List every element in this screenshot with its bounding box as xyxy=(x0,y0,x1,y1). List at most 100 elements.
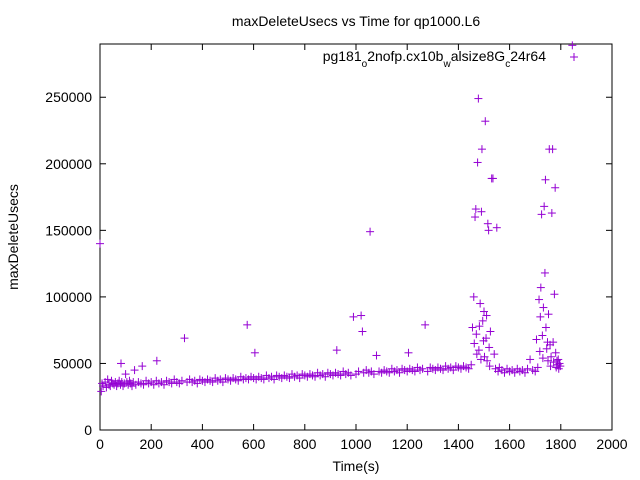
data-point xyxy=(544,310,553,319)
data-point xyxy=(469,292,478,301)
data-point xyxy=(492,223,501,232)
data-point xyxy=(346,371,355,380)
data-point xyxy=(471,213,480,222)
data-point xyxy=(554,355,563,364)
data-point xyxy=(533,363,542,372)
data-point xyxy=(421,320,430,329)
data-point xyxy=(483,219,492,228)
data-point xyxy=(535,295,544,304)
x-tick-label: 2000 xyxy=(596,436,627,452)
data-point xyxy=(547,209,556,218)
data-point xyxy=(485,362,494,371)
data-point xyxy=(128,382,136,391)
data-point xyxy=(177,376,186,385)
data-point xyxy=(551,183,560,192)
data-point xyxy=(404,348,413,357)
y-axis-ticks: 0 50000 100000 150000 200000 250000 xyxy=(45,89,612,438)
chart-title: maxDeleteUsecs vs Time for qp1000.L6 xyxy=(232,13,480,29)
data-point xyxy=(536,312,545,321)
data-point xyxy=(472,350,481,359)
data-point xyxy=(540,268,549,277)
data-point xyxy=(526,355,535,364)
data-point xyxy=(550,290,559,299)
data-point xyxy=(357,311,366,320)
data-point xyxy=(540,202,549,211)
legend-series-label: pg181o2nofp.cx10bwalsize8Gc24r64 xyxy=(323,48,547,70)
data-point xyxy=(538,331,547,340)
y-tick-label: 250000 xyxy=(45,89,92,105)
data-point xyxy=(483,356,492,365)
data-point xyxy=(481,117,490,126)
data-point xyxy=(547,352,556,361)
y-axis-label: maxDeleteUsecs xyxy=(5,184,21,290)
legend-marker-icon xyxy=(570,53,578,61)
data-point xyxy=(103,375,112,384)
data-points xyxy=(96,41,577,396)
data-point xyxy=(536,283,545,292)
data-point xyxy=(418,364,427,373)
data-point xyxy=(468,323,477,332)
data-point xyxy=(366,227,375,236)
data-point xyxy=(535,347,544,356)
data-point xyxy=(486,327,495,336)
x-tick-label: 200 xyxy=(140,436,164,452)
data-point xyxy=(369,370,378,379)
data-point xyxy=(474,94,483,103)
data-point xyxy=(96,239,104,248)
data-point xyxy=(549,358,558,367)
data-point xyxy=(542,344,551,353)
data-point xyxy=(475,322,484,331)
x-tick-label: 0 xyxy=(96,436,104,452)
legend: pg181o2nofp.cx10bwalsize8Gc24r64 xyxy=(323,48,578,70)
data-point xyxy=(99,382,108,391)
data-point xyxy=(467,360,476,369)
data-point xyxy=(485,343,494,352)
data-point xyxy=(539,303,548,312)
y-tick-label: 200000 xyxy=(45,156,92,172)
data-point xyxy=(152,356,161,365)
y-tick-label: 50000 xyxy=(53,355,92,371)
data-point xyxy=(482,334,491,343)
data-point xyxy=(473,158,482,167)
data-point xyxy=(549,338,558,347)
data-point xyxy=(243,320,252,329)
x-tick-label: 800 xyxy=(293,436,317,452)
x-axis-label: Time(s) xyxy=(333,458,380,474)
data-point xyxy=(488,174,497,183)
data-point xyxy=(354,367,363,376)
data-point xyxy=(180,334,189,343)
data-point xyxy=(568,41,577,50)
y-tick-label: 0 xyxy=(84,422,92,438)
data-point xyxy=(556,362,565,371)
data-point xyxy=(471,205,480,214)
x-tick-label: 1200 xyxy=(392,436,423,452)
data-point xyxy=(121,370,130,379)
data-point xyxy=(532,335,541,344)
data-point xyxy=(372,351,381,360)
data-point xyxy=(476,299,485,308)
x-tick-label: 1400 xyxy=(443,436,474,452)
data-point xyxy=(541,175,550,184)
data-point xyxy=(551,348,560,357)
x-tick-label: 1000 xyxy=(340,436,371,452)
data-point xyxy=(482,311,491,320)
y-tick-label: 150000 xyxy=(45,222,92,238)
y-tick-label: 100000 xyxy=(45,289,92,305)
data-point xyxy=(494,367,503,376)
data-point xyxy=(472,330,481,339)
data-point xyxy=(523,364,532,373)
data-point xyxy=(490,350,499,359)
data-point xyxy=(477,207,486,216)
data-point xyxy=(138,362,147,371)
x-tick-label: 400 xyxy=(191,436,215,452)
data-point xyxy=(97,387,106,396)
x-axis-ticks: 0 200 400 600 800 1000 1200 1400 1600 1800 2000 xyxy=(96,44,628,452)
data-point xyxy=(470,339,479,348)
data-point xyxy=(116,359,125,368)
data-point xyxy=(130,366,139,375)
x-tick-label: 1600 xyxy=(494,436,525,452)
data-point xyxy=(541,323,550,332)
data-point xyxy=(358,327,367,336)
